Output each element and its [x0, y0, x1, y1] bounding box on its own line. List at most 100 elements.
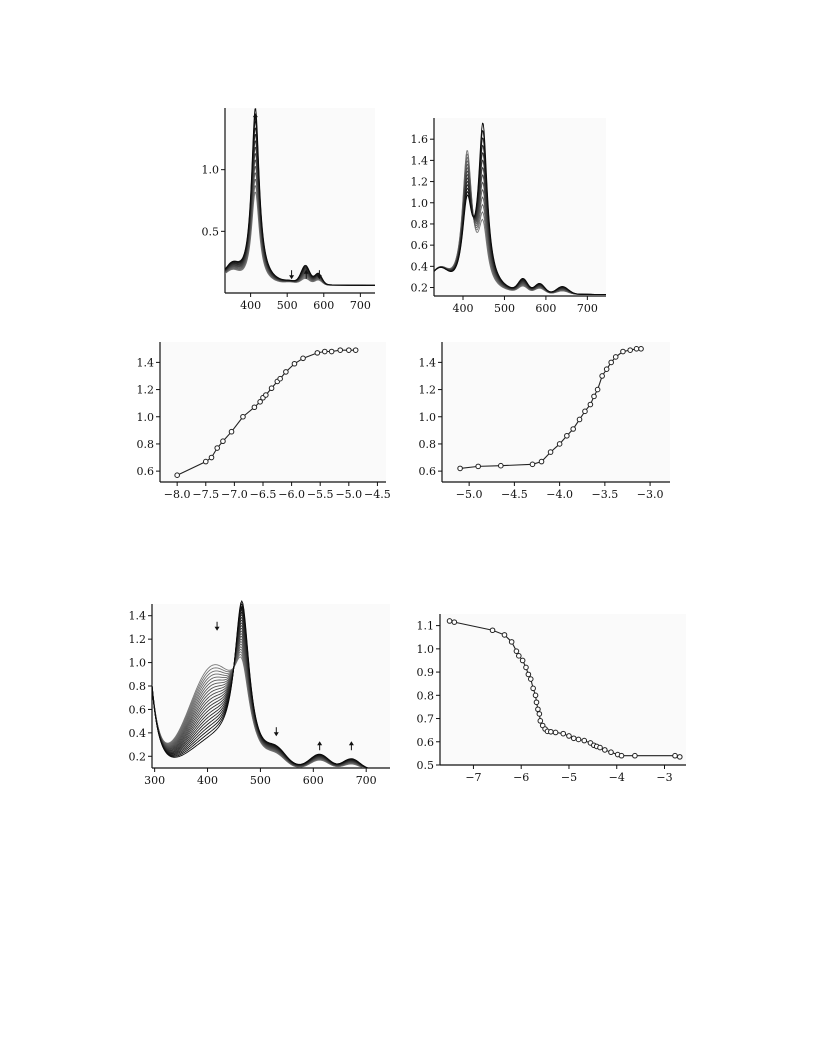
y-tick-label: 1.2 — [137, 384, 155, 397]
plot-area — [440, 614, 686, 765]
y-tick-label: 1.6 — [411, 133, 429, 146]
chart-svg: −5.0 −4.5 −4.0 −3.5 −3.0 0.6 0.8 1.0 1.2 1.4 — [419, 342, 670, 501]
data-point — [337, 347, 344, 353]
data-point — [174, 472, 180, 479]
data-point — [475, 463, 481, 470]
data-point — [214, 445, 221, 451]
data-point — [501, 632, 508, 638]
data-point — [564, 432, 570, 439]
y-tick-label: 1.0 — [137, 411, 155, 424]
x-tick-label: 700 — [577, 302, 598, 315]
data-point — [314, 350, 321, 356]
y-tick-label: 0.9 — [417, 666, 435, 679]
x-tick-label: −4.5 — [501, 488, 528, 501]
y-tick-label: 1.2 — [419, 384, 437, 397]
plot-area — [434, 118, 606, 296]
spectra-group — [225, 108, 375, 286]
x-tick-label: −4.5 — [364, 488, 391, 501]
y-tick-label: 0.6 — [419, 465, 437, 478]
data-point — [575, 736, 582, 743]
x-tick-label: 600 — [303, 774, 324, 787]
data-point — [566, 733, 572, 739]
y-tick-label: 0.4 — [129, 727, 147, 740]
titration-chart-1: −8.0 −7.5 −7.0 −6.5 −6.0 −5.5 −5.0 −4.5 0.6 0.8 1.… — [130, 338, 391, 501]
data-point — [620, 348, 626, 355]
y-tick-label: 1.4 — [129, 610, 147, 623]
x-tick-label: −8.0 — [164, 488, 191, 501]
x-tick-label: −6 — [513, 771, 529, 784]
y-tick-label: 0.5 — [202, 225, 220, 238]
data-point — [525, 671, 532, 678]
data-point — [587, 401, 594, 408]
x-tick-label: 500 — [277, 299, 298, 312]
data-point — [508, 639, 515, 645]
x-tick-label: −5.0 — [335, 488, 362, 501]
data-point — [676, 754, 683, 760]
data-point — [240, 413, 246, 420]
data-point — [220, 438, 226, 445]
data-point — [346, 347, 352, 353]
data-point — [638, 345, 644, 352]
data-point — [523, 664, 529, 671]
data-point — [548, 728, 554, 735]
data-point — [570, 735, 577, 742]
data-point — [603, 366, 610, 372]
y-tick-label: 1.0 — [419, 411, 437, 424]
arrow-head — [289, 275, 295, 280]
data-point — [263, 392, 269, 398]
y-tick-label: 1.2 — [129, 633, 147, 646]
data-point — [556, 441, 563, 447]
data-point — [300, 355, 306, 362]
data-point — [451, 619, 458, 625]
y-tick-label: 1.4 — [137, 356, 155, 369]
x-tick-label: −5.0 — [456, 488, 483, 501]
data-point — [547, 449, 554, 455]
data-point — [516, 653, 522, 659]
y-tick-label: 0.6 — [417, 736, 435, 749]
spectrum-curve — [225, 108, 375, 286]
arrow-head — [348, 741, 354, 746]
y-tick-label: 0.6 — [411, 239, 429, 252]
data-point — [277, 375, 283, 382]
y-tick-label: 0.2 — [411, 282, 429, 295]
y-tick-label: 1.0 — [417, 643, 435, 656]
spectrum-chart-2: 400 500 600 700 0.2 0.4 0.6 0.8 1.0 1.2 1.4 1.6 — [400, 112, 610, 315]
data-point — [597, 744, 603, 751]
x-tick-label: 400 — [240, 299, 261, 312]
y-tick-label: 0.4 — [411, 260, 429, 273]
data-point — [446, 618, 453, 624]
data-point — [202, 458, 209, 465]
x-tick-label: −3 — [656, 771, 672, 784]
data-point — [321, 348, 328, 355]
chart-svg: 400 500 600 700 0.5 1.0 — [202, 108, 375, 312]
data-line — [460, 348, 642, 469]
data-point — [328, 348, 335, 355]
data-point — [535, 706, 541, 713]
data-point — [251, 404, 258, 411]
spectra-group — [434, 122, 606, 296]
data-point — [536, 711, 543, 717]
data-point — [457, 465, 463, 472]
data-point — [612, 354, 619, 360]
data-point — [257, 399, 263, 405]
data-point — [268, 385, 275, 392]
data-point — [618, 752, 625, 759]
data-point — [591, 393, 597, 400]
spectrum-chart-3: 300 400 500 600 700 0.2 0.4 0.6 0.8 1.0 1.2 1.4 — [120, 600, 392, 788]
data-point — [627, 347, 633, 353]
x-tick-label: −5.5 — [307, 488, 334, 501]
data-point — [552, 729, 559, 736]
data-point — [283, 369, 289, 375]
data-point — [537, 718, 544, 724]
data-point — [498, 462, 504, 469]
chart-svg: 400 500 600 700 0.2 0.4 0.6 0.8 1.0 1.2 1.4 1.6 — [411, 118, 606, 315]
y-tick-label: 0.8 — [137, 438, 155, 451]
y-tick-label: 1.4 — [419, 356, 437, 369]
y-tick-label: 1.0 — [411, 197, 429, 210]
y-tick-label: 1.1 — [417, 620, 435, 633]
y-tick-label: 0.8 — [411, 218, 429, 231]
data-point — [527, 676, 534, 682]
titration-chart-2: −5.0 −4.5 −4.0 −3.5 −3.0 0.6 0.8 1.0 1.2 1.4 — [410, 338, 672, 501]
arrow-head — [214, 626, 220, 631]
x-tick-label: −7.5 — [192, 488, 219, 501]
